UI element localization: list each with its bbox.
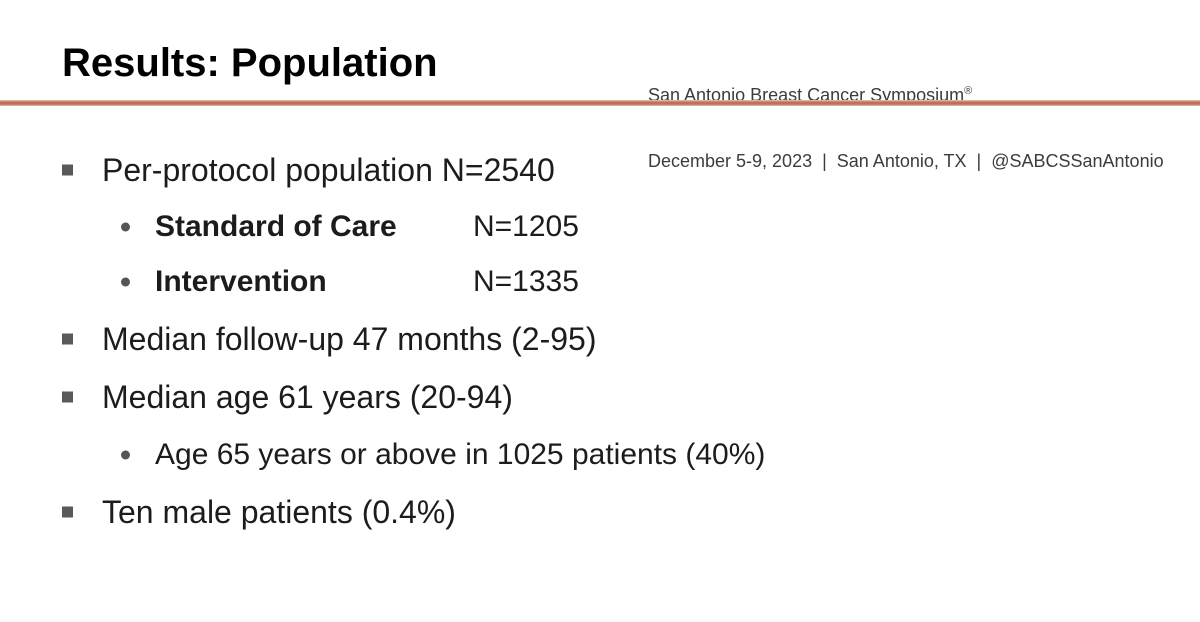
arm-label: Intervention xyxy=(155,265,327,298)
arm-n-value: N=1335 xyxy=(473,265,579,298)
square-bullet-icon xyxy=(62,506,73,518)
round-bullet-icon xyxy=(121,450,130,460)
square-bullet-icon xyxy=(62,333,73,345)
bullet-text: Median follow-up 47 months (2-95) xyxy=(102,320,597,357)
bullet-text: Median age 61 years (20-94) xyxy=(102,378,513,415)
bullet-row-male-patients: Ten male patients (0.4%) xyxy=(0,490,1200,534)
page-title: Results: Population xyxy=(62,41,438,85)
bullet-row-age-65: Age 65 years or above in 1025 patients (… xyxy=(0,433,1200,477)
arm-label: Standard of Care xyxy=(155,210,397,243)
bullet-row-per-protocol: Per-protocol population N=2540 xyxy=(0,148,1200,192)
round-bullet-icon xyxy=(121,277,130,287)
square-bullet-icon xyxy=(62,391,73,403)
bullet-row-intervention: Intervention N=1335 xyxy=(0,260,1200,304)
bullet-row-median-followup: Median follow-up 47 months (2-95) xyxy=(0,317,1200,361)
arm-n-value: N=1205 xyxy=(473,210,579,243)
conference-date-location: December 5-9, 2023 | San Antonio, TX | @… xyxy=(648,151,1164,171)
bullet-text: Age 65 years or above in 1025 patients (… xyxy=(155,438,766,471)
bullet-text: Ten male patients (0.4%) xyxy=(102,493,456,530)
bullet-row-standard-of-care: Standard of Care N=1205 xyxy=(0,205,1200,249)
square-bullet-icon xyxy=(62,164,73,176)
registered-trademark-symbol: ® xyxy=(964,85,973,97)
bullet-text: Per-protocol population N=2540 xyxy=(102,151,555,188)
round-bullet-icon xyxy=(121,222,130,232)
bullet-row-median-age: Median age 61 years (20-94) xyxy=(0,375,1200,419)
accent-divider-line xyxy=(0,100,1200,106)
